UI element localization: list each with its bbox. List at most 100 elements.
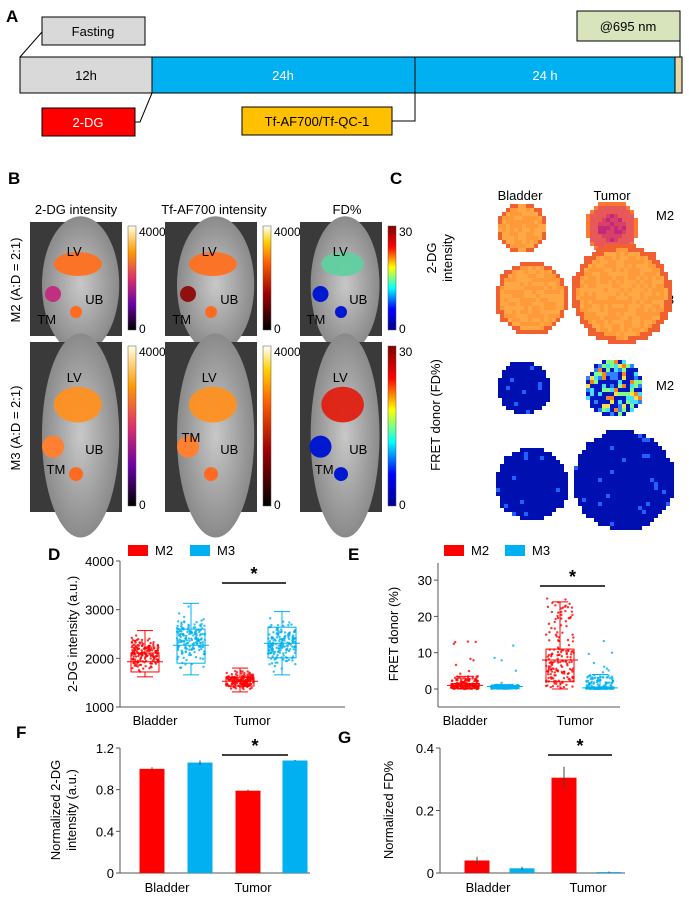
pixel <box>610 412 614 416</box>
pixel <box>588 316 592 320</box>
pixel <box>634 442 638 446</box>
pixel <box>612 264 616 268</box>
pixel <box>644 320 648 324</box>
pixel <box>626 442 630 446</box>
pixel <box>506 402 510 406</box>
pixel <box>614 506 618 510</box>
pixel <box>542 232 546 236</box>
pixel <box>544 508 548 512</box>
data-point <box>140 638 144 642</box>
pixel <box>630 368 634 372</box>
pixel <box>498 390 502 394</box>
pixel <box>652 308 656 312</box>
pixel <box>632 304 636 308</box>
pixel <box>636 256 640 260</box>
pixel <box>598 376 602 380</box>
pixel <box>620 312 624 316</box>
pixel <box>658 502 662 506</box>
pixel <box>626 494 630 498</box>
x-tick-label: Tumor <box>569 880 607 895</box>
pixel <box>644 284 648 288</box>
pixel <box>622 384 626 388</box>
pixel <box>610 238 614 242</box>
pixel <box>632 260 636 264</box>
pixel <box>636 288 640 292</box>
pixel <box>504 302 508 306</box>
pixel <box>670 462 674 466</box>
pixel <box>520 480 524 484</box>
pixel <box>622 510 626 514</box>
pixel <box>504 274 508 278</box>
pixel <box>524 508 528 512</box>
data-point <box>235 671 239 674</box>
pixel <box>642 462 646 466</box>
pixel <box>626 434 630 438</box>
pixel <box>604 280 608 284</box>
pixel <box>610 214 614 218</box>
pixel <box>530 220 534 224</box>
pixel <box>602 458 606 462</box>
pixel <box>556 488 560 492</box>
pixel <box>646 478 650 482</box>
pixel <box>522 216 526 220</box>
pixel <box>614 392 618 396</box>
data-point <box>139 663 143 667</box>
pixel <box>652 300 656 304</box>
data-point <box>146 647 149 650</box>
pixel <box>556 480 560 484</box>
pixel <box>590 490 594 494</box>
pixel <box>644 328 648 332</box>
pixel <box>526 240 530 244</box>
pixel <box>564 302 568 306</box>
pixel <box>620 324 624 328</box>
data-point <box>186 641 189 645</box>
pixel <box>608 296 612 300</box>
pixel <box>518 370 522 374</box>
pixel <box>580 320 584 324</box>
pixel <box>614 388 618 392</box>
y-tick-label: 0.8 <box>96 783 114 798</box>
pixel <box>528 314 532 318</box>
pixel <box>544 468 548 472</box>
data-point <box>271 655 274 658</box>
pixel <box>598 506 602 510</box>
pixel <box>510 236 514 240</box>
pixel <box>508 460 512 464</box>
pixel <box>634 490 638 494</box>
pixel <box>634 466 638 470</box>
pixel <box>524 330 528 334</box>
pixel <box>616 264 620 268</box>
pixel <box>542 386 546 390</box>
pixel <box>544 452 548 456</box>
pixel <box>624 248 628 252</box>
pixel <box>602 372 606 376</box>
data-point <box>559 664 563 667</box>
pixel <box>656 300 660 304</box>
mouse-silhouette <box>41 216 120 354</box>
data-point <box>570 606 574 609</box>
pixel <box>502 402 506 406</box>
pixel <box>544 464 548 468</box>
data-point <box>245 681 249 684</box>
pixel <box>656 272 660 276</box>
pixel <box>592 272 596 276</box>
pixel <box>602 218 606 222</box>
pixel <box>610 474 614 478</box>
box-m3-tumor <box>582 639 618 691</box>
pixel <box>516 326 520 330</box>
data-point <box>564 620 568 623</box>
pixel <box>496 294 500 298</box>
pixel <box>592 308 596 312</box>
pixel <box>538 386 542 390</box>
x-tick-label: Bladder <box>133 713 178 728</box>
pixel <box>506 220 510 224</box>
pixel <box>616 252 620 256</box>
pixel <box>610 442 614 446</box>
pixel <box>506 232 510 236</box>
pixel <box>642 514 646 518</box>
pixel <box>594 494 598 498</box>
pixel <box>614 434 618 438</box>
pixel <box>580 316 584 320</box>
pixel <box>670 494 674 498</box>
pixel <box>640 252 644 256</box>
